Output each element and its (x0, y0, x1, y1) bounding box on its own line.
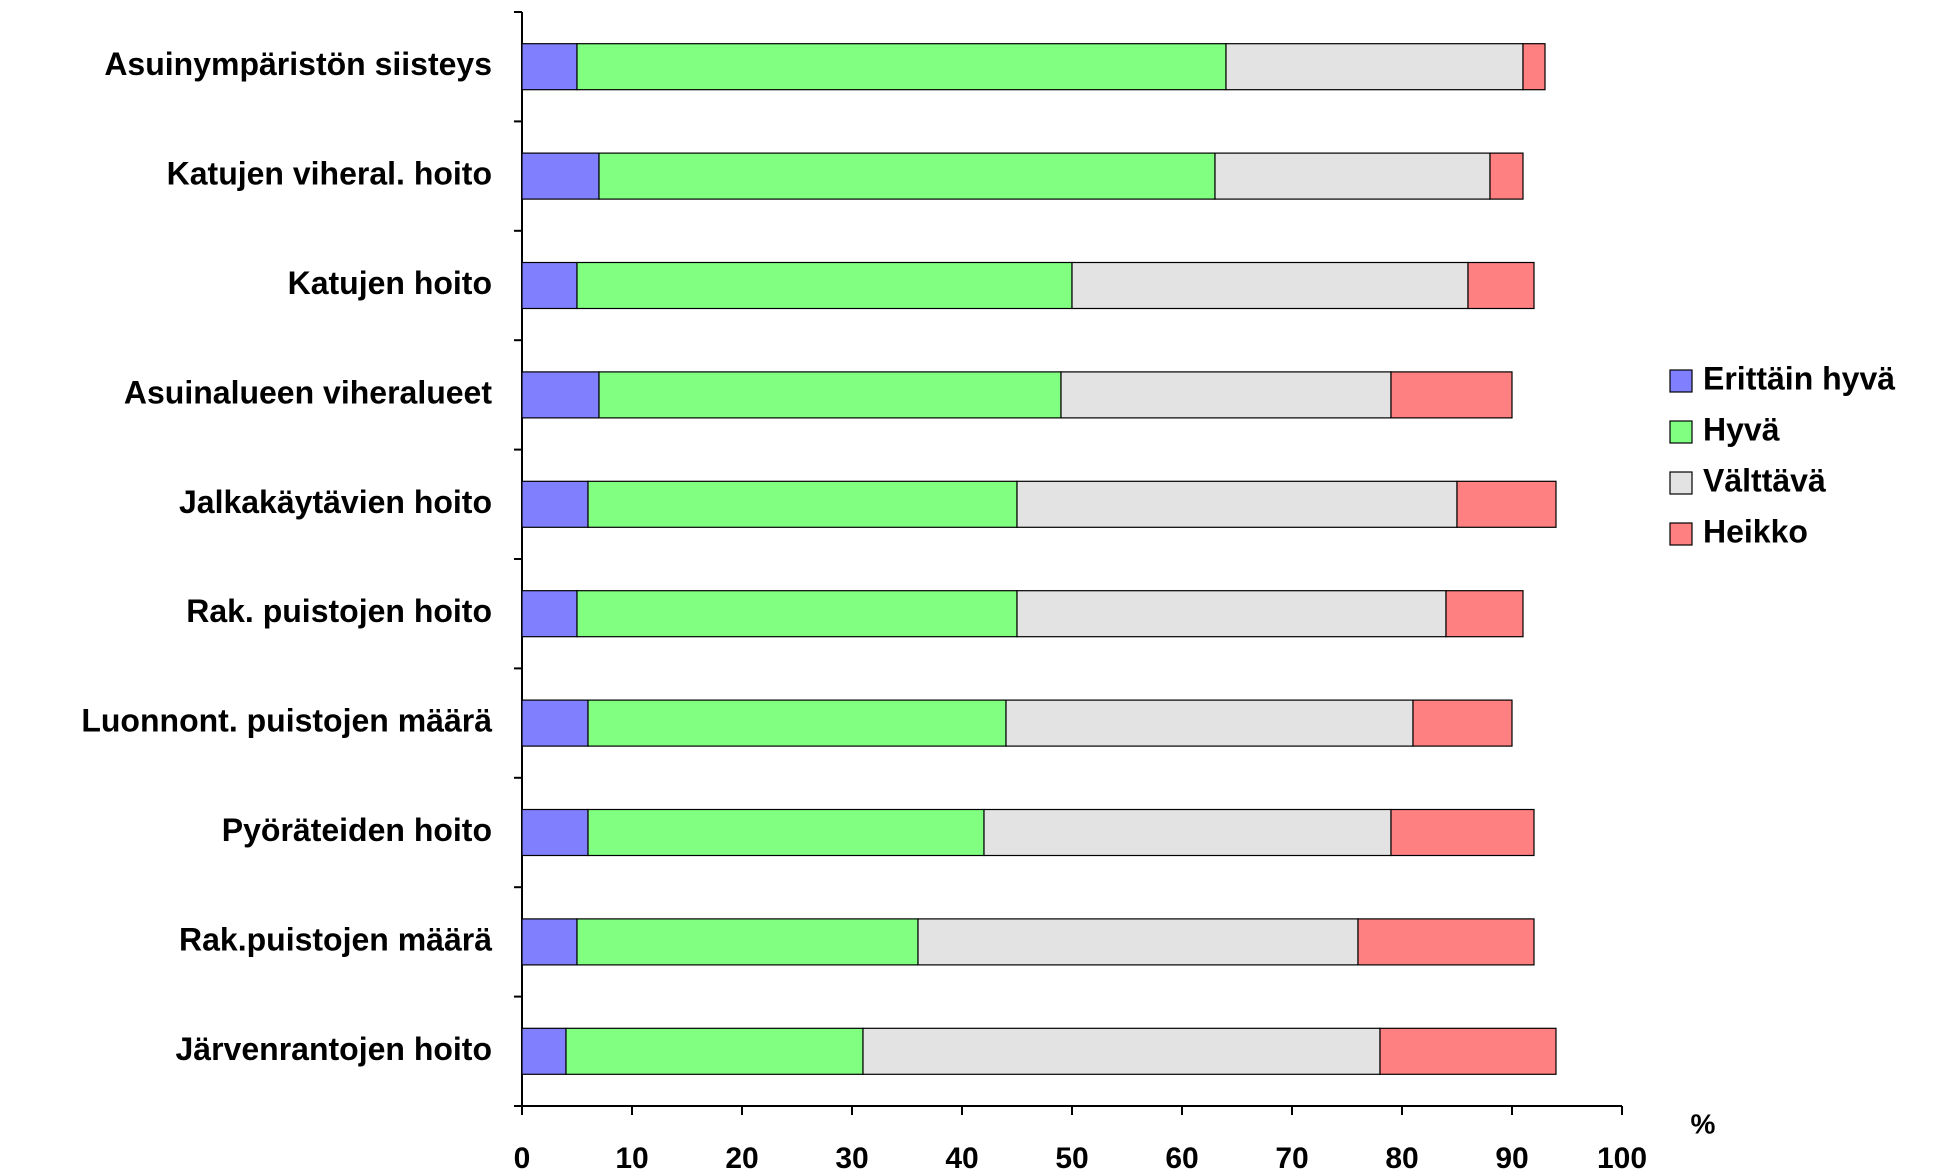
bar-segment (598, 371, 1062, 419)
y-tick-label: Katujen hoito (288, 265, 492, 301)
legend-swatch (1669, 369, 1693, 393)
x-tick-label: 20 (725, 1142, 758, 1174)
x-tick-label: 10 (615, 1142, 648, 1174)
x-tick-label: 40 (945, 1142, 978, 1174)
bar-segment (1214, 152, 1491, 200)
bar-segment (1467, 261, 1535, 310)
legend-swatch (1669, 471, 1693, 495)
bar-segment (1456, 480, 1557, 528)
x-tick-label: 70 (1275, 1142, 1308, 1174)
bar-segment (521, 43, 578, 91)
x-tick-label: 0 (514, 1142, 531, 1174)
bar-segment (1390, 371, 1513, 419)
bar-segment (521, 480, 589, 528)
y-tick-label: Asuinympäristön siisteys (104, 46, 492, 82)
bar-segment (576, 918, 919, 966)
bar-segment (1489, 152, 1524, 200)
y-tick-label: Asuinalueen viheralueet (124, 374, 492, 410)
bar-segment (1005, 699, 1414, 747)
y-tick-label: Pyöräteiden hoito (222, 812, 492, 848)
bar-segment (983, 808, 1392, 857)
bar-segment (521, 152, 600, 200)
legend-label: Heikko (1703, 513, 1808, 549)
bar-segment (587, 699, 1007, 747)
y-tick-label: Rak. puistojen hoito (186, 593, 492, 629)
bar-segment (576, 43, 1227, 91)
legend-label: Erittäin hyvä (1703, 360, 1895, 396)
bar-segment (576, 261, 1073, 310)
x-tick-label: 60 (1165, 1142, 1198, 1174)
bar-segment (521, 261, 578, 310)
bar-segment (521, 808, 589, 857)
bar-segment (521, 590, 578, 638)
legend-label: Välttävä (1703, 462, 1826, 498)
x-tick-label: 80 (1385, 1142, 1418, 1174)
bar-segment (1060, 371, 1392, 419)
bar-segment (521, 1027, 567, 1075)
y-tick-label: Jalkakäytävien hoito (179, 484, 492, 520)
bar-segment (917, 918, 1359, 966)
legend-swatch (1669, 522, 1693, 546)
y-tick-label: Rak.puistojen määrä (179, 921, 492, 957)
y-tick-label: Katujen viheral. hoito (167, 156, 492, 192)
bar-segment (587, 480, 1018, 528)
bar-segment (521, 371, 600, 419)
bar-segment (862, 1027, 1381, 1075)
bar-segment (1522, 43, 1546, 91)
bar-segment (1357, 918, 1535, 966)
bar-segment (1071, 261, 1469, 310)
bar-segment (1379, 1027, 1557, 1075)
bar-segment (1225, 43, 1524, 91)
x-axis-label: % (1691, 1108, 1716, 1139)
bar-segment (1016, 590, 1447, 638)
x-tick-label: 90 (1495, 1142, 1528, 1174)
y-tick-label: Järvenrantojen hoito (176, 1031, 493, 1067)
bar-segment (521, 918, 578, 966)
bar-segment (1445, 590, 1524, 638)
x-tick-label: 100 (1597, 1142, 1647, 1174)
bar-segment (587, 808, 985, 857)
x-tick-label: 50 (1055, 1142, 1088, 1174)
bar-segment (521, 699, 589, 747)
bar-segment (598, 152, 1216, 200)
legend-label: Hyvä (1703, 411, 1780, 447)
bar-segment (1412, 699, 1513, 747)
x-tick-label: 30 (835, 1142, 868, 1174)
bar-segment (576, 590, 1018, 638)
bar-segment (565, 1027, 864, 1075)
legend-swatch (1669, 420, 1693, 444)
y-tick-label: Luonnont. puistojen määrä (81, 703, 492, 739)
bar-segment (1016, 480, 1458, 528)
bar-segment (1390, 808, 1535, 857)
